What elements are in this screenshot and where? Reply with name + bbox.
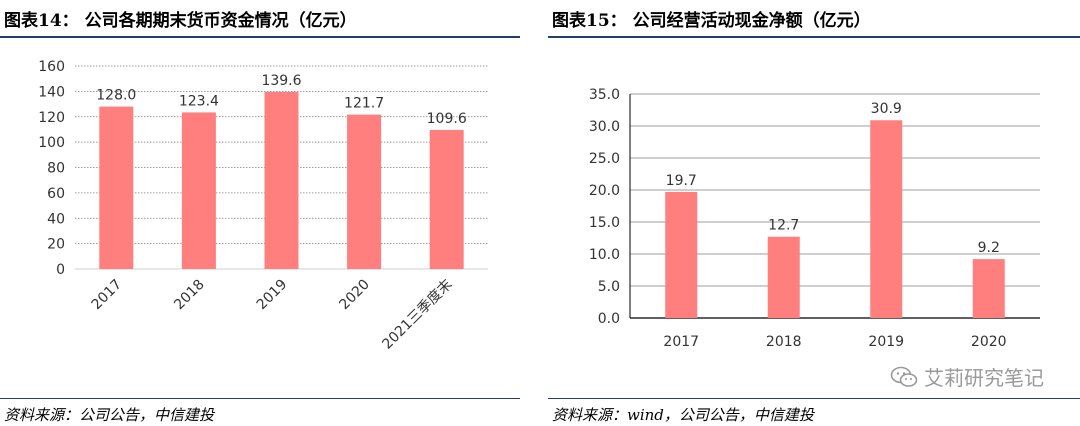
right-x-tick-label: 2019 [868, 334, 904, 350]
right-bar [972, 259, 1005, 318]
left-source-note: 资料来源：公司公告，中信建投 [4, 406, 215, 424]
left-bar [347, 114, 382, 269]
left-x-tick-label: 2021三季度末 [379, 277, 455, 353]
left-y-tick-label: 120 [38, 110, 65, 126]
left-bar [429, 129, 464, 269]
right-y-tick-label: 5.0 [598, 279, 620, 295]
right-x-tick-label: 2017 [663, 334, 699, 350]
watermark: 艾莉研究笔记 [890, 362, 1044, 391]
left-title-number: 14 [38, 11, 62, 31]
left-y-tick-label: 60 [47, 186, 65, 202]
right-chart-title: 图表15： 公司经营活动现金净额（亿元） [552, 6, 871, 31]
right-source-note: 资料来源：wind，公司公告，中信建投 [552, 406, 814, 424]
right-data-label: 30.9 [871, 101, 902, 117]
left-x-tick-label: 2019 [254, 277, 291, 314]
right-y-tick-label: 20.0 [589, 183, 620, 199]
left-data-label: 123.4 [179, 93, 219, 109]
right-y-tick-label: 0.0 [598, 311, 620, 327]
left-x-tick-label: 2017 [89, 277, 126, 314]
left-y-tick-label: 100 [38, 135, 65, 151]
left-y-tick-label: 40 [47, 211, 65, 227]
left-title-rule [0, 36, 520, 38]
right-data-label: 9.2 [978, 240, 1000, 256]
left-footer-rule [0, 398, 520, 399]
left-bar [99, 106, 134, 269]
right-data-label: 19.7 [666, 173, 697, 189]
right-footer-rule [548, 398, 1080, 399]
left-x-tick-label: 2018 [171, 277, 208, 314]
right-data-label: 12.7 [768, 218, 799, 234]
right-chart-panel: 图表15： 公司经营活动现金净额（亿元） 0.0 5.0 10.0 15.0 20.0 2… [548, 0, 1080, 426]
right-bar-chart: 0.0 5.0 10.0 15.0 20.0 25.0 30.0 35.0 19.7 2017 12… [589, 87, 1040, 350]
right-title-number: 15 [586, 11, 610, 31]
left-y-tick-label: 140 [38, 84, 65, 100]
left-title-prefix: 图表 [4, 11, 38, 31]
right-y-tick-label: 15.0 [589, 215, 620, 231]
right-bar [870, 120, 903, 319]
left-bar [181, 112, 216, 269]
left-y-tick-label: 20 [47, 237, 65, 253]
left-data-label: 139.6 [261, 73, 301, 89]
left-title-text: ： 公司各期期末货币资金情况（亿元） [61, 11, 357, 31]
watermark-text: 艾莉研究笔记 [924, 366, 1044, 390]
left-data-label: 109.6 [427, 111, 467, 127]
right-bar [665, 191, 698, 318]
left-chart-panel: 图表14： 公司各期期末货币资金情况（亿元） 0 20 40 60 80 100 120 14… [0, 0, 520, 426]
right-y-tick-label: 35.0 [589, 87, 620, 103]
left-data-label: 128.0 [96, 88, 136, 104]
right-title-rule [548, 36, 1080, 38]
right-bar [767, 236, 800, 318]
left-bar [264, 91, 299, 269]
right-x-tick-label: 2020 [971, 334, 1007, 350]
left-x-tick-label: 2020 [336, 277, 373, 314]
left-y-tick-label: 80 [47, 161, 65, 177]
right-title-text: ： 公司经营活动现金净额（亿元） [609, 11, 871, 31]
left-bar-chart: 0 20 40 60 80 100 120 140 160 128.0 2017 123.4 2018 1… [38, 59, 488, 353]
right-title-prefix: 图表 [552, 11, 586, 31]
right-y-tick-label: 25.0 [589, 151, 620, 167]
right-y-tick-label: 30.0 [589, 119, 620, 135]
left-chart-title: 图表14： 公司各期期末货币资金情况（亿元） [4, 6, 357, 31]
left-y-tick-label: 0 [56, 262, 65, 278]
right-x-tick-label: 2018 [766, 334, 802, 350]
left-data-label: 121.7 [344, 96, 384, 112]
left-y-tick-label: 160 [38, 59, 65, 75]
right-y-tick-label: 10.0 [589, 247, 620, 263]
wechat-icon [890, 366, 918, 387]
